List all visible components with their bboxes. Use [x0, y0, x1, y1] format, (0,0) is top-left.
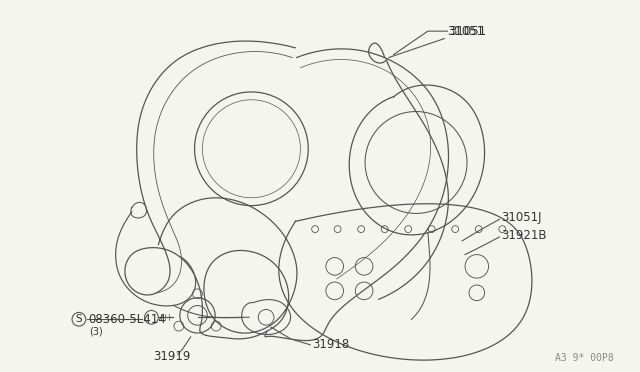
Text: 31919: 31919: [154, 350, 191, 363]
Text: (3): (3): [89, 326, 102, 336]
Text: A3 9* 00P8: A3 9* 00P8: [556, 353, 614, 363]
Text: 31051: 31051: [388, 25, 484, 58]
Text: 31918: 31918: [312, 338, 349, 351]
Text: 31051: 31051: [449, 25, 486, 38]
Text: 31051J: 31051J: [501, 211, 542, 224]
Text: 31921B: 31921B: [501, 228, 547, 241]
Text: 08360-5L414: 08360-5L414: [89, 313, 166, 326]
Text: S: S: [76, 314, 82, 324]
